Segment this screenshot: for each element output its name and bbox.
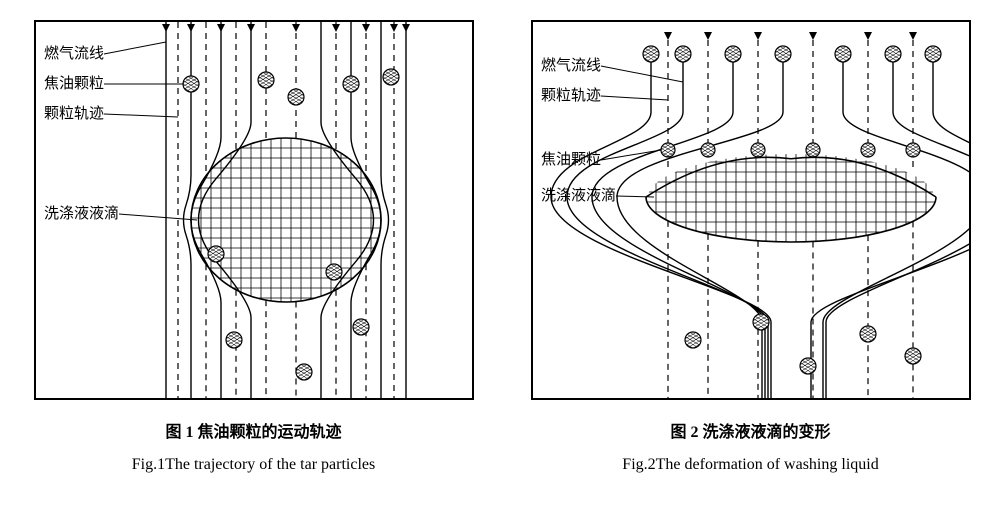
figure-2-panel: 燃气流线颗粒轨迹焦油颗粒洗涤液液滴 图 2 洗涤液液滴的变形 Fig.2The … <box>517 20 984 474</box>
figure-1-diagram: 燃气流线焦油颗粒颗粒轨迹洗涤液液滴 <box>34 20 474 400</box>
figure-1-caption-cn: 图 1 焦油颗粒的运动轨迹 <box>165 418 341 442</box>
figure-2-caption-cn: 图 2 洗涤液液滴的变形 <box>670 418 830 442</box>
svg-text:洗涤液液滴: 洗涤液液滴 <box>541 186 616 204</box>
svg-text:焦油颗粒: 焦油颗粒 <box>44 75 104 92</box>
svg-text:燃气流线: 燃气流线 <box>541 56 601 74</box>
svg-text:颗粒轨迹: 颗粒轨迹 <box>541 87 601 104</box>
svg-text:焦油颗粒: 焦油颗粒 <box>541 151 601 168</box>
svg-text:燃气流线: 燃气流线 <box>44 44 104 62</box>
svg-text:颗粒轨迹: 颗粒轨迹 <box>44 105 104 122</box>
figure-1-panel: 燃气流线焦油颗粒颗粒轨迹洗涤液液滴 图 1 焦油颗粒的运动轨迹 Fig.1The… <box>20 20 487 474</box>
figures-container: 燃气流线焦油颗粒颗粒轨迹洗涤液液滴 图 1 焦油颗粒的运动轨迹 Fig.1The… <box>20 20 984 474</box>
figure-1-caption-en: Fig.1The trajectory of the tar particles <box>132 456 375 474</box>
svg-text:洗涤液液滴: 洗涤液液滴 <box>44 204 119 222</box>
figure-1-svg: 燃气流线焦油颗粒颗粒轨迹洗涤液液滴 <box>36 22 474 400</box>
figure-2-svg: 燃气流线颗粒轨迹焦油颗粒洗涤液液滴 <box>533 22 971 400</box>
figure-2-diagram: 燃气流线颗粒轨迹焦油颗粒洗涤液液滴 <box>531 20 971 400</box>
figure-2-caption-en: Fig.2The deformation of washing liquid <box>622 456 878 474</box>
